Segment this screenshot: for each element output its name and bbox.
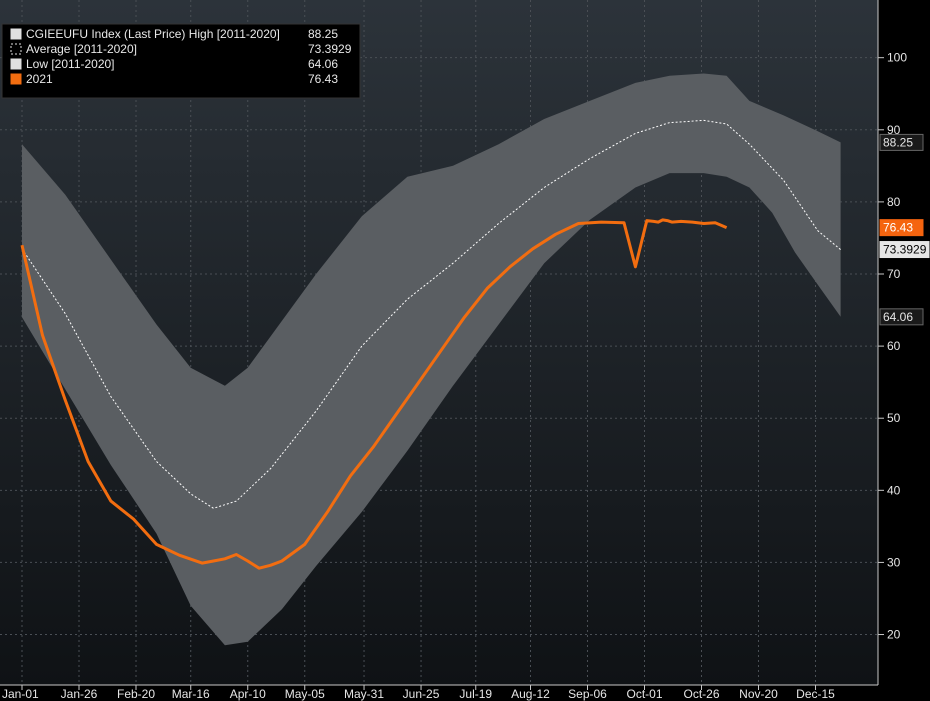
x-tick-label: May-31 (344, 687, 384, 701)
legend-swatch-low (10, 58, 22, 70)
legend: CGIEEUFU Index (Last Price) High [2011-2… (1, 23, 361, 99)
legend-swatch-y2021 (10, 73, 22, 85)
y-tick-label: 100 (887, 51, 907, 65)
value-tag-text-low: 64.06 (883, 310, 913, 324)
value-tag-average (879, 241, 930, 259)
legend-value-average: 73.3929 (308, 42, 352, 56)
x-tick-label: May-05 (285, 687, 325, 701)
x-axis: Jan-01 Jan-26 Feb-20 Mar-16 Apr-10 May-05 May-… (2, 685, 835, 701)
legend-value-low: 64.06 (308, 57, 338, 71)
high-low-band (22, 73, 841, 646)
x-tick-label: Jul-19 (459, 687, 492, 701)
legend-swatch-high (10, 28, 22, 40)
x-tick-label: Sep-06 (568, 687, 607, 701)
value-tag-text-y2021: 76.43 (883, 221, 913, 235)
y-tick-label: 20 (887, 628, 901, 642)
x-tick-label: Jan-01 (2, 687, 39, 701)
x-tick-label: Jan-26 (61, 687, 98, 701)
x-tick-label: Oct-01 (626, 687, 662, 701)
legend-value-high: 88.25 (308, 27, 338, 41)
x-tick-label: Feb-20 (117, 687, 155, 701)
x-tick-label: Mar-16 (172, 687, 210, 701)
y-tick-label: 60 (887, 339, 901, 353)
legend-swatch-average (10, 43, 22, 55)
x-tick-label: Jun-25 (403, 687, 440, 701)
x-tick-label: Apr-10 (230, 687, 266, 701)
series-2021-line (20, 218, 728, 570)
y-tick-label: 30 (887, 555, 901, 569)
value-tag-low (879, 308, 924, 326)
value-tag-y2021 (879, 219, 924, 237)
average-series-line (21, 119, 841, 509)
x-tick-label: Nov-20 (739, 687, 778, 701)
y-axis: 20 30 40 50 60 70 80 90 100 (878, 51, 907, 642)
legend-label-average: Average [2011-2020] (26, 42, 137, 56)
y-tick-label: 70 (887, 267, 901, 281)
y-tick-label: 80 (887, 195, 901, 209)
legend-value-y2021: 76.43 (308, 72, 338, 86)
x-tick-label: Dec-15 (796, 687, 835, 701)
value-tags: 88.25 76.43 73.3929 64.06 (879, 133, 930, 326)
x-tick-label: Oct-26 (683, 687, 719, 701)
value-tag-high (879, 133, 924, 151)
legend-label-y2021: 2021 (26, 72, 53, 86)
x-tick-label: Aug-12 (511, 687, 550, 701)
y-tick-label: 90 (887, 123, 901, 137)
value-tag-text-average: 73.3929 (883, 243, 927, 257)
legend-label-low: Low [2011-2020] (26, 57, 115, 71)
legend-label-high: CGIEEUFU Index (Last Price) High [2011-2… (26, 27, 280, 41)
value-tag-text-high: 88.25 (883, 135, 913, 149)
legend-box (1, 23, 361, 99)
y-tick-label: 50 (887, 411, 901, 425)
y-tick-label: 40 (887, 483, 901, 497)
